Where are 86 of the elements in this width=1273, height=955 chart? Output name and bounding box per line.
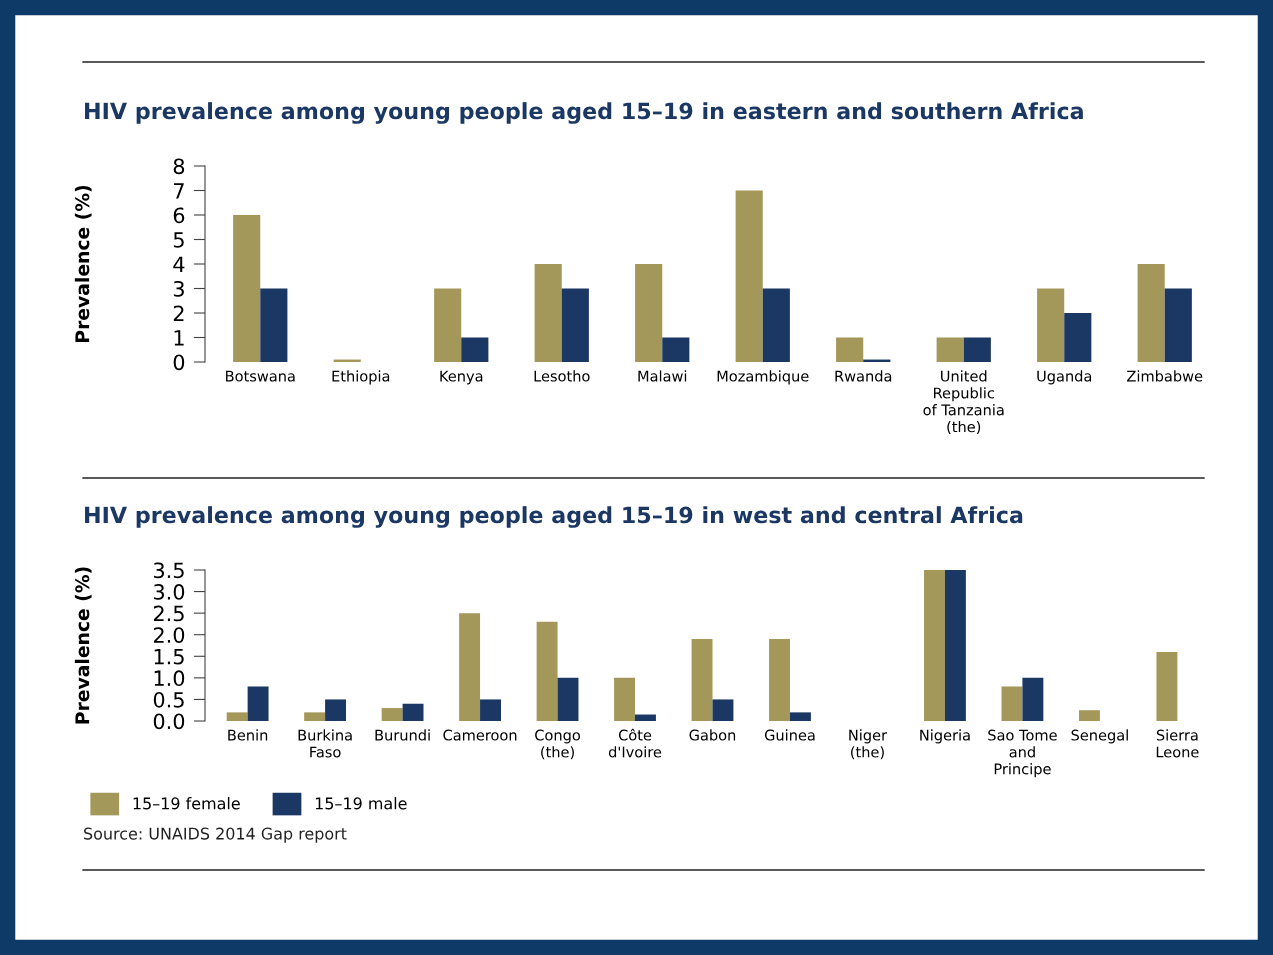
x-tick-label: Cameroon: [443, 729, 517, 741]
bar: [614, 677, 636, 721]
x-tick-label: United Republic of Tanzania (the): [923, 370, 1004, 434]
x-tick-label: Rwanda: [835, 370, 892, 382]
bar: [480, 699, 501, 721]
x-tick-label: Uganda: [1037, 370, 1092, 385]
y-tick-label: 3: [173, 280, 184, 297]
x-tick-label: Côte d'Ivoire: [608, 728, 662, 758]
x-tick-label: Malawi: [638, 370, 687, 382]
x-tick-label: Gabon: [689, 729, 736, 741]
bar: [226, 712, 248, 721]
bar: [1164, 288, 1192, 362]
bar: [936, 337, 964, 362]
bar: [944, 570, 966, 721]
bar: [1001, 686, 1023, 721]
x-tick-label: Senegal: [1071, 729, 1128, 744]
bar: [459, 613, 481, 721]
y-tick-label: 1.0: [154, 670, 185, 687]
bar: [635, 714, 656, 721]
bar: [325, 699, 347, 721]
x-tick-label: Mozambique: [717, 370, 809, 385]
bar: [304, 712, 326, 721]
chart-title: HIV prevalence among young people aged 15–19 in west and central Africa: [85, 506, 1023, 528]
x-tick-label: Niger (the): [849, 729, 888, 760]
bar: [662, 337, 690, 362]
y-tick-label: 1: [174, 330, 184, 346]
bar: [924, 570, 945, 721]
bar: [561, 288, 589, 362]
y-axis-title: Prevalence (%): [74, 185, 92, 342]
y-tick-label: 8: [173, 158, 185, 175]
bar: [1022, 677, 1044, 721]
y-tick-label: 7: [174, 183, 184, 199]
y-tick-label: 3.5: [154, 562, 184, 579]
x-tick-label: Lesotho: [534, 370, 590, 382]
y-tick-label: 3.0: [154, 584, 185, 600]
x-tick-label: Burundi: [375, 729, 430, 741]
legend-label: 15–19 female: [133, 797, 240, 810]
y-tick-label: 0.0: [153, 713, 185, 730]
y-tick-label: 5: [173, 232, 184, 248]
bar: [233, 215, 261, 362]
bar: [635, 264, 663, 362]
bar: [691, 639, 713, 721]
bar: [1137, 264, 1165, 362]
y-tick-label: 2.5: [153, 605, 184, 622]
x-tick-label: Botswana: [226, 370, 295, 382]
bar: [1037, 288, 1065, 362]
chart-title: HIV prevalence among young people aged 15–19 in eastern and southern Africa: [85, 102, 1083, 124]
bar: [836, 337, 864, 362]
legend-label: 15–19 male: [315, 797, 407, 810]
x-tick-label: Kenya: [440, 370, 483, 385]
bar: [1156, 651, 1178, 721]
y-tick-label: 0: [173, 354, 185, 371]
y-tick-label: 2: [173, 305, 184, 321]
bar: [260, 288, 288, 362]
bar: [735, 190, 763, 362]
bar: [762, 288, 790, 362]
y-tick-label: 2.0: [153, 627, 185, 643]
y-tick-label: 4: [173, 256, 185, 272]
bar: [789, 712, 811, 721]
bar: [557, 677, 579, 721]
bar: [769, 639, 790, 721]
bar: [381, 708, 403, 721]
y-axis-title: Prevalence (%): [74, 567, 92, 724]
x-tick-label: Burkina Faso: [298, 729, 352, 758]
y-tick-label: 0.5: [153, 691, 184, 708]
bar: [247, 686, 269, 721]
x-tick-label: Sao Tome and Principe: [988, 729, 1057, 778]
bar: [963, 337, 991, 362]
x-tick-label: Benin: [228, 729, 268, 741]
x-tick-label: Sierra Leone: [1156, 729, 1199, 758]
y-tick-label: 1.5: [154, 649, 184, 665]
bar: [534, 264, 562, 362]
bar: [1064, 313, 1092, 362]
x-tick-label: Guinea: [764, 729, 815, 741]
bar: [402, 703, 424, 721]
y-tick-label: 6: [173, 207, 185, 224]
bar: [461, 337, 489, 362]
x-tick-label: Congo (the): [535, 729, 580, 760]
bar: [712, 699, 734, 721]
x-tick-label: Ethiopia: [332, 370, 390, 385]
bar: [434, 288, 462, 362]
x-tick-label: Nigeria: [920, 729, 970, 744]
bar: [1078, 710, 1100, 721]
source-note: Source: UNAIDS 2014 Gap report: [84, 827, 347, 843]
x-tick-label: Zimbabwe: [1127, 370, 1203, 382]
bar: [536, 621, 558, 721]
